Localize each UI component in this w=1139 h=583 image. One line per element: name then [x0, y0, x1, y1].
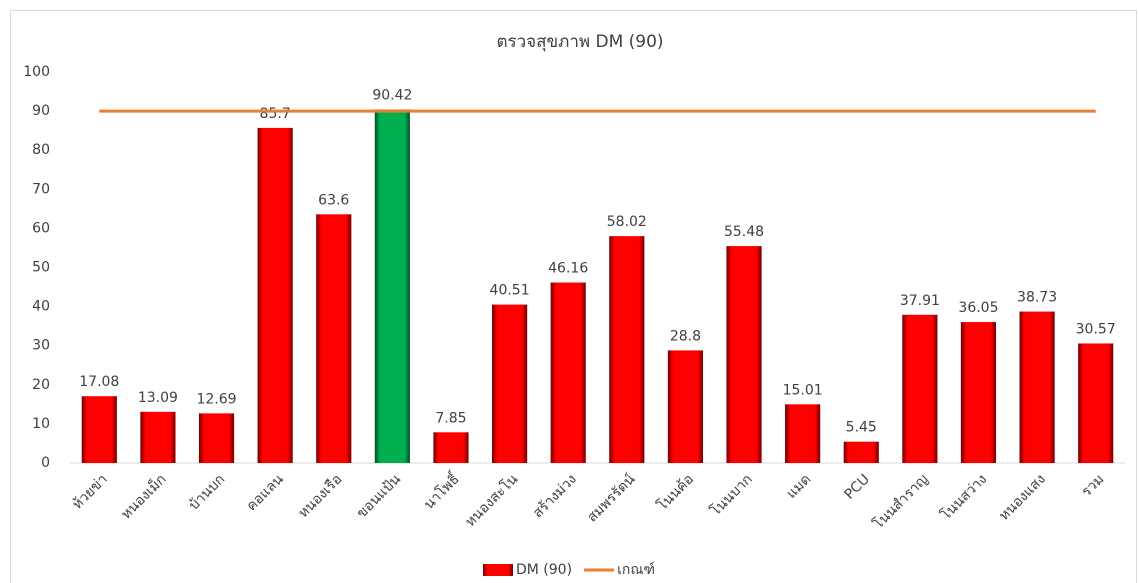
data-label: 37.91 [900, 293, 940, 309]
bar [1019, 311, 1055, 463]
bar [1078, 343, 1114, 463]
y-tick-label: 90 [32, 103, 50, 119]
y-tick-label: 70 [32, 181, 50, 197]
bar [140, 411, 176, 463]
y-tick-label: 100 [23, 64, 50, 80]
data-label: 90.42 [372, 87, 412, 103]
data-label: 38.73 [1017, 290, 1057, 306]
y-tick-label: 60 [32, 220, 50, 236]
y-tick-label: 10 [32, 416, 50, 432]
bar [492, 304, 528, 463]
data-label: 7.85 [435, 410, 466, 426]
data-label: 58.02 [607, 214, 647, 230]
data-label: 46.16 [548, 261, 588, 277]
bar [785, 404, 821, 463]
bar [726, 246, 762, 463]
bar [81, 396, 117, 463]
chart-title: ตรวจสุขภาพ DM (90) [496, 32, 663, 52]
bar [433, 432, 469, 463]
bar [198, 413, 235, 463]
data-label: 36.05 [958, 300, 998, 316]
y-tick-label: 20 [32, 377, 50, 393]
data-label: 15.01 [783, 382, 823, 398]
data-label: 28.8 [670, 328, 701, 344]
bar [960, 322, 997, 463]
data-label: 5.45 [846, 420, 877, 436]
data-label: 63.6 [318, 192, 349, 208]
y-tick-label: 80 [32, 142, 50, 158]
y-tick-label: 50 [32, 260, 50, 276]
y-tick-label: 0 [41, 455, 50, 471]
data-label: 55.48 [724, 224, 764, 240]
data-label: 12.69 [196, 391, 236, 407]
legend-swatch [483, 564, 513, 576]
bar [609, 236, 645, 463]
bar [667, 350, 703, 463]
bar [257, 127, 293, 464]
data-label: 85.7 [260, 106, 291, 122]
bar [902, 314, 938, 463]
bar [550, 282, 586, 463]
y-tick-label: 30 [32, 338, 50, 354]
data-label: 40.51 [490, 283, 530, 299]
y-tick-label: 40 [32, 299, 50, 315]
bar [374, 109, 410, 464]
data-label: 13.09 [138, 390, 178, 406]
data-label: 30.57 [1076, 321, 1116, 337]
data-label: 17.08 [79, 374, 119, 390]
bar [843, 441, 879, 463]
legend-label: เกณฑ์ [617, 561, 655, 578]
bar [316, 214, 352, 463]
legend-label: DM (90) [516, 562, 572, 578]
